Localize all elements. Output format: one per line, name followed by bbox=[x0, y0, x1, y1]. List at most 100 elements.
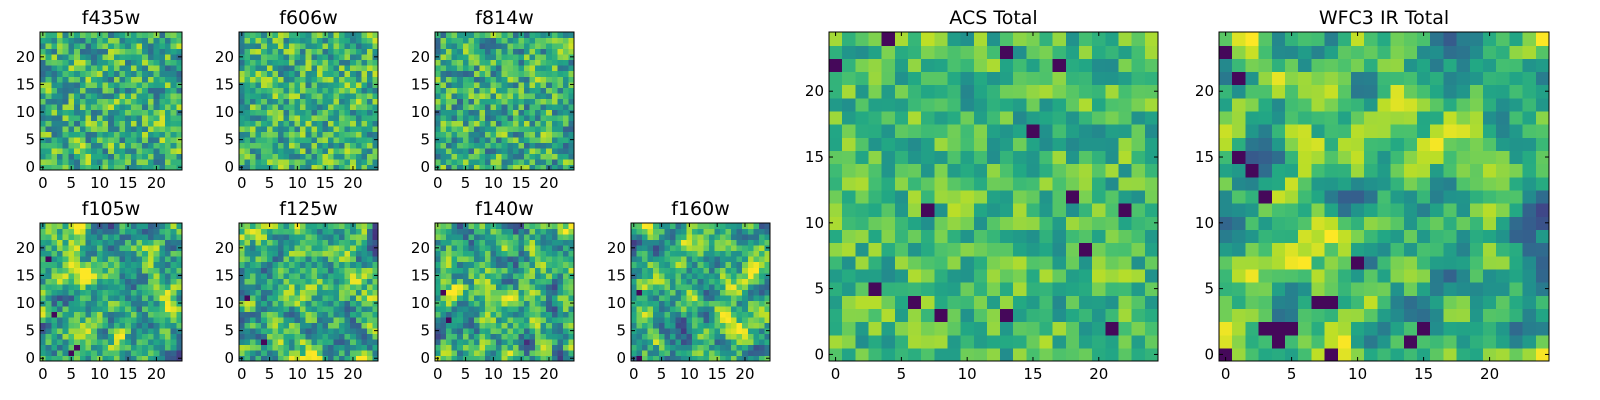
heatmap-cell bbox=[496, 272, 503, 279]
heatmap-cell bbox=[266, 267, 273, 274]
heatmap-cell bbox=[496, 322, 503, 329]
heatmap-cell bbox=[562, 289, 570, 296]
heatmap-cell bbox=[289, 305, 296, 312]
heatmap-cell bbox=[457, 300, 464, 307]
heatmap-cell bbox=[568, 70, 575, 77]
heatmap-cell bbox=[1065, 189, 1080, 204]
heatmap-cell bbox=[1052, 229, 1067, 244]
heatmap-cell bbox=[40, 98, 47, 105]
heatmap-cell bbox=[350, 234, 357, 241]
heatmap-cell bbox=[446, 103, 453, 110]
heatmap-cell bbox=[473, 48, 481, 55]
heatmap-cell bbox=[986, 308, 1001, 323]
heatmap-cell bbox=[703, 228, 710, 235]
heatmap-cell bbox=[1000, 203, 1014, 217]
heatmap-cell bbox=[725, 344, 732, 351]
heatmap-cell bbox=[266, 300, 273, 307]
heatmap-cell bbox=[986, 334, 1001, 349]
heatmap-cell bbox=[51, 59, 58, 66]
heatmap-cell bbox=[125, 338, 132, 346]
heatmap-cell bbox=[636, 327, 643, 334]
heatmap-cell bbox=[546, 278, 553, 285]
heatmap-cell bbox=[512, 289, 519, 296]
heatmap-cell bbox=[753, 261, 760, 268]
heatmap-cell bbox=[658, 294, 665, 301]
heatmap-cell bbox=[540, 136, 547, 143]
x-tick-label: 0 bbox=[629, 365, 639, 383]
heatmap-cell bbox=[446, 109, 453, 116]
heatmap-cell bbox=[125, 92, 132, 99]
heatmap-cell bbox=[1000, 282, 1014, 296]
heatmap-cell bbox=[339, 59, 346, 66]
heatmap-cell bbox=[244, 294, 251, 301]
heatmap-cell bbox=[736, 338, 743, 346]
heatmap-cell bbox=[283, 267, 290, 274]
heatmap-cell bbox=[457, 245, 464, 252]
heatmap-cell bbox=[457, 234, 464, 241]
heatmap-cell bbox=[250, 344, 257, 351]
heatmap-cell bbox=[719, 228, 727, 235]
heatmap-cell bbox=[130, 32, 138, 39]
heatmap-cell bbox=[327, 136, 335, 143]
heatmap-cell bbox=[731, 267, 738, 274]
heatmap-cell bbox=[74, 136, 81, 143]
heatmap-cell bbox=[130, 278, 138, 285]
heatmap-cell bbox=[57, 54, 64, 61]
heatmap-cell bbox=[725, 327, 732, 334]
heatmap-cell bbox=[658, 228, 665, 235]
heatmap-cell bbox=[462, 267, 469, 274]
heatmap-cell bbox=[74, 120, 81, 127]
heatmap-cell bbox=[355, 153, 362, 160]
heatmap-cell bbox=[747, 239, 754, 246]
heatmap-cell bbox=[79, 164, 87, 171]
heatmap-cell bbox=[305, 109, 312, 116]
heatmap-cell bbox=[327, 283, 335, 290]
heatmap-cell bbox=[636, 250, 643, 257]
heatmap-cell bbox=[372, 294, 379, 301]
heatmap-cell bbox=[462, 120, 469, 127]
heatmap-cell bbox=[440, 103, 447, 110]
heatmap-cell bbox=[327, 37, 335, 44]
heatmap-cell bbox=[540, 114, 547, 121]
heatmap-cell bbox=[79, 65, 87, 72]
heatmap-cell bbox=[758, 228, 766, 235]
heatmap-cell bbox=[255, 136, 262, 143]
heatmap-cell bbox=[57, 250, 64, 257]
heatmap-cell bbox=[921, 176, 935, 191]
heatmap-cell bbox=[753, 355, 760, 362]
heatmap-cell bbox=[142, 355, 149, 362]
heatmap-cell bbox=[485, 228, 492, 235]
heatmap-cell bbox=[91, 136, 98, 143]
heatmap-cell bbox=[244, 158, 251, 166]
heatmap-cell bbox=[736, 294, 743, 301]
heatmap-cell bbox=[333, 278, 340, 285]
heatmap-cell bbox=[479, 136, 486, 143]
heatmap-cell bbox=[250, 272, 257, 279]
heatmap-cell bbox=[333, 120, 340, 127]
heatmap-cell bbox=[562, 125, 570, 132]
heatmap-cell bbox=[277, 70, 285, 77]
heatmap-cell bbox=[91, 355, 98, 362]
heatmap-cell bbox=[350, 136, 357, 143]
heatmap-cell bbox=[501, 239, 508, 246]
heatmap-cell bbox=[764, 278, 771, 285]
heatmap-cell bbox=[125, 278, 132, 285]
heatmap-cell bbox=[725, 245, 732, 252]
heatmap-cell bbox=[764, 250, 771, 257]
heatmap-cell bbox=[142, 65, 149, 72]
heatmap-cell bbox=[642, 300, 649, 307]
heatmap-cell bbox=[714, 272, 721, 279]
heatmap-cell bbox=[485, 239, 492, 246]
heatmap-cell bbox=[45, 338, 52, 346]
heatmap-cell bbox=[1092, 321, 1106, 336]
heatmap-cell bbox=[681, 278, 688, 285]
heatmap-cell bbox=[79, 267, 87, 274]
heatmap-cell bbox=[51, 234, 58, 241]
heatmap-cell bbox=[366, 120, 374, 127]
heatmap-cell bbox=[446, 164, 453, 171]
heatmap-cell bbox=[159, 283, 166, 290]
heatmap-cell bbox=[170, 261, 177, 268]
heatmap-cell bbox=[45, 76, 52, 83]
heatmap-cell bbox=[170, 32, 177, 39]
heatmap-cell bbox=[327, 92, 335, 99]
